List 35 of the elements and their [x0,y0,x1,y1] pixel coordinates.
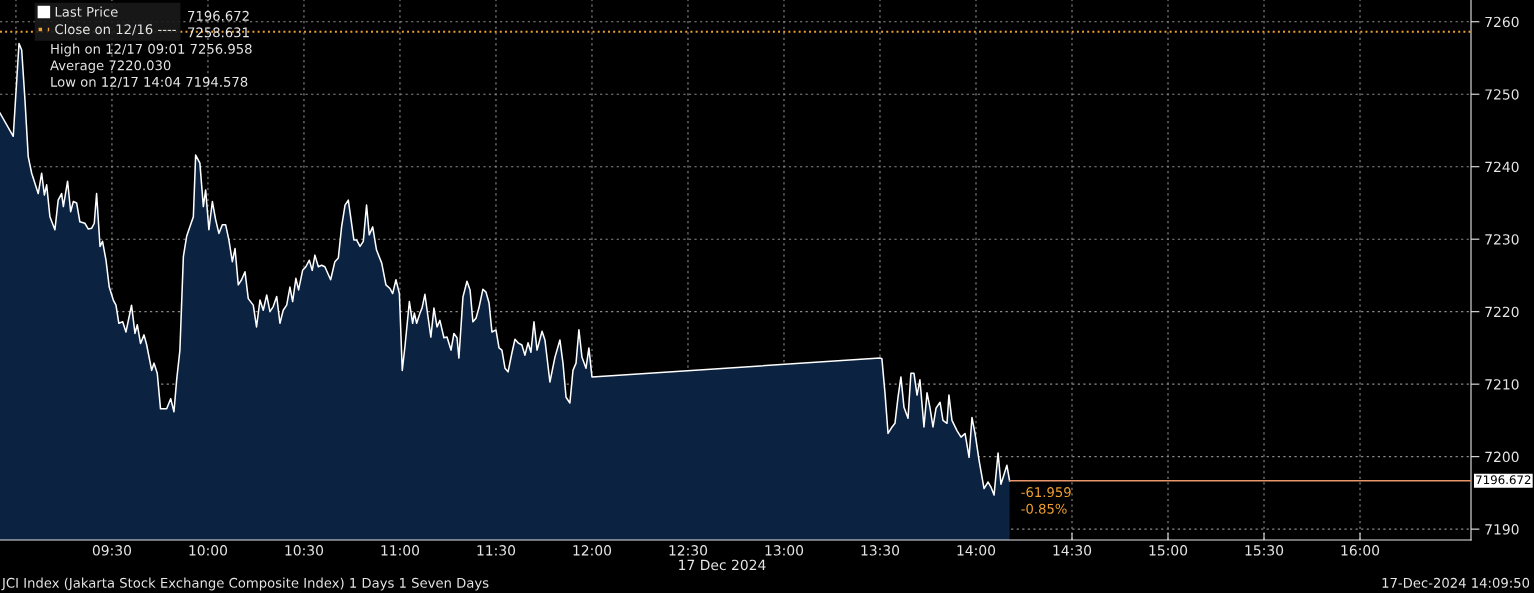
text: JCI Index (Jakarta Stock Exchange Composite Index) 1 Days 1 Seven Days [1,577,489,591]
x-tick-label: 16:00 [1341,545,1380,556]
text: 17-Dec-2024 14:09:50 [1382,577,1530,588]
x-tick-label: 09:30 [92,545,132,556]
ref-line-label: 7196.672 [1476,475,1531,485]
annotation: -0.85% [1021,503,1067,514]
annotation: 7196.672 [188,10,249,21]
annotation: 7258.631 [188,27,249,38]
x-tick-label: 10:30 [285,545,324,556]
x-tick-label: 15:30 [1245,545,1284,556]
y-tick-label: 7220 [1485,306,1519,318]
x-tick-label: 14:00 [957,545,996,556]
y-tick-label: 7260 [1485,16,1519,28]
y-tick-label: 7200 [1485,451,1519,463]
annotation: Average 7220.030 [50,60,171,73]
x-axis-title: 17 Dec 2024 [679,559,766,571]
x-tick-label: 14:30 [1053,545,1092,556]
y-tick-label: 7230 [1485,234,1519,245]
y-tick-label: 7210 [1485,379,1519,390]
annotation: Low on 12/17 14:04 7194.578 [51,76,248,88]
x-tick-label: 13:00 [765,545,804,556]
y-tick-label: 7250 [1485,89,1519,100]
x-tick-label: 10:00 [189,545,228,556]
x-tick-label: 12:00 [573,545,612,556]
x-tick-label: 11:00 [381,545,420,556]
ref-line-label: Close on 12/16 ---- [55,23,176,36]
y-tick-label: 7240 [1485,161,1519,173]
x-tick-label: 11:30 [477,545,516,556]
x-tick-label: 15:00 [1149,545,1188,556]
annotation: High on 12/17 09:01 7256.958 [51,43,252,57]
x-tick-label: 12:30 [669,545,708,556]
legend-label: Last Price [55,6,118,17]
x-tick-label: 13:30 [861,545,900,556]
annotation: -61.959 [1021,487,1071,498]
y-tick-label: 7190 [1485,524,1519,535]
